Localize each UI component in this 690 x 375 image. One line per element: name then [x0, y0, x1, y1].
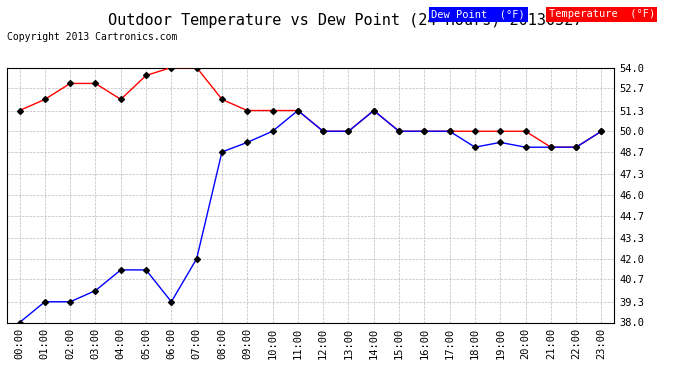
- Text: Dew Point  (°F): Dew Point (°F): [431, 9, 525, 20]
- Text: Outdoor Temperature vs Dew Point (24 Hours) 20130527: Outdoor Temperature vs Dew Point (24 Hou…: [108, 13, 582, 28]
- Text: Copyright 2013 Cartronics.com: Copyright 2013 Cartronics.com: [7, 32, 177, 42]
- Text: Temperature  (°F): Temperature (°F): [549, 9, 655, 20]
